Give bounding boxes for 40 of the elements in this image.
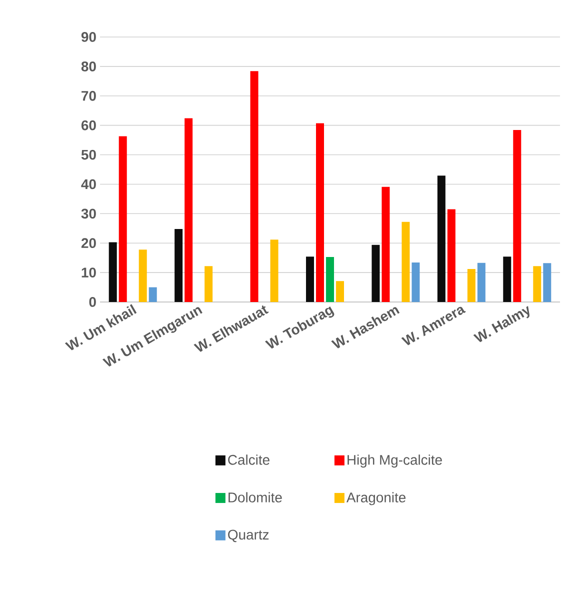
- bar: [184, 118, 193, 302]
- bar: [533, 266, 542, 302]
- bar: [336, 281, 344, 302]
- bar: [138, 250, 147, 302]
- y-tick-label: 40: [81, 179, 96, 190]
- bar: [467, 269, 476, 302]
- y-tick-label: 80: [81, 61, 96, 72]
- legend-label: Quartz: [228, 530, 269, 542]
- bar: [118, 136, 127, 302]
- y-tick-label: 10: [82, 268, 96, 278]
- bar: [174, 228, 183, 302]
- legend-label: High Mg-calcite: [348, 454, 442, 468]
- bar: [250, 71, 258, 302]
- bar: [477, 262, 486, 302]
- bar: [148, 287, 157, 302]
- bar: [306, 256, 314, 302]
- legend-label: Aragonite: [346, 492, 406, 506]
- bar: [204, 266, 213, 302]
- y-tick-label: 30: [81, 208, 96, 219]
- bar: [382, 186, 390, 302]
- bar: [437, 176, 446, 302]
- y-tick-label: 20: [81, 238, 96, 248]
- y-tick-label: 60: [81, 120, 96, 130]
- bar: [503, 256, 512, 302]
- legend-label: Calcite: [228, 454, 270, 465]
- bar: [316, 123, 324, 302]
- bar: [402, 222, 410, 302]
- bar: [372, 244, 380, 302]
- bar: [447, 209, 456, 302]
- bar: [513, 130, 522, 302]
- legend-label: Dolomite: [228, 492, 282, 502]
- bar: [270, 240, 278, 302]
- bar: [108, 242, 117, 302]
- bar: [543, 263, 552, 302]
- y-tick-label: 50: [81, 150, 96, 160]
- bar: [412, 262, 420, 302]
- y-tick-label: 90: [81, 32, 96, 42]
- bar: [326, 256, 334, 302]
- y-tick-label: 70: [82, 90, 96, 101]
- y-tick-label: 0: [89, 297, 96, 307]
